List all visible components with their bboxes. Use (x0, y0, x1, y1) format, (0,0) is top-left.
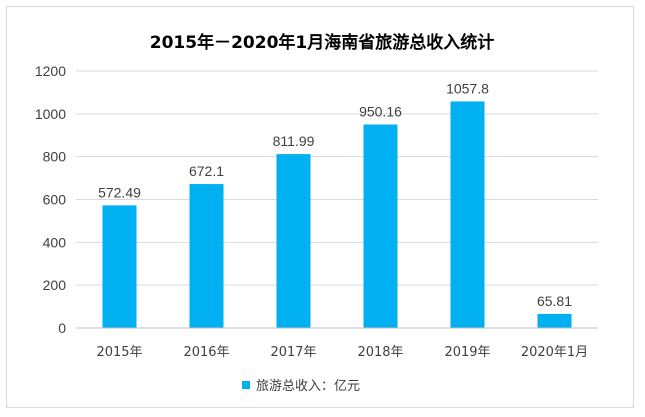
data-label: 572.49 (98, 184, 141, 200)
y-tick-label: 600 (43, 192, 67, 208)
bar (450, 101, 485, 328)
x-category-label: 2018年 (357, 345, 403, 360)
y-tick-label: 800 (43, 149, 67, 165)
bar (537, 313, 572, 328)
data-label: 1057.8 (446, 80, 489, 96)
legend-label: 旅游总收入：亿元 (256, 379, 360, 394)
x-category-label: 2019年 (444, 345, 490, 360)
y-axis-ticks: 0 200 400 600 800 1000 1200 (35, 63, 66, 336)
y-tick-label: 0 (58, 320, 66, 336)
x-category-label: 2016年 (183, 345, 229, 360)
y-tick-label: 1200 (35, 63, 66, 79)
y-tick-label: 200 (43, 277, 67, 293)
bar (363, 124, 398, 328)
x-category-label: 2017年 (270, 345, 316, 360)
bar (102, 205, 137, 328)
data-label: 672.1 (189, 163, 224, 179)
chart-title: 2015年－2020年1月海南省旅游总收入统计 (150, 32, 494, 53)
data-label: 950.16 (359, 104, 402, 120)
data-labels: 572.49 672.1 811.99 950.16 1057.8 65.81 (98, 80, 572, 308)
y-tick-label: 1000 (35, 106, 66, 122)
x-category-label: 2020年1月 (521, 345, 588, 360)
gridlines (76, 70, 598, 286)
legend: 旅游总收入：亿元 (242, 379, 360, 394)
data-label: 65.81 (537, 293, 572, 309)
x-category-label: 2015年 (96, 345, 142, 360)
x-axis-categories: 2015年 2016年 2017年 2018年 2019年 2020年1月 (96, 345, 588, 360)
y-tick-label: 400 (43, 234, 67, 250)
bar (276, 154, 311, 328)
bars (102, 101, 572, 328)
bar (189, 184, 224, 328)
legend-swatch (242, 381, 250, 389)
data-label: 811.99 (273, 133, 315, 149)
